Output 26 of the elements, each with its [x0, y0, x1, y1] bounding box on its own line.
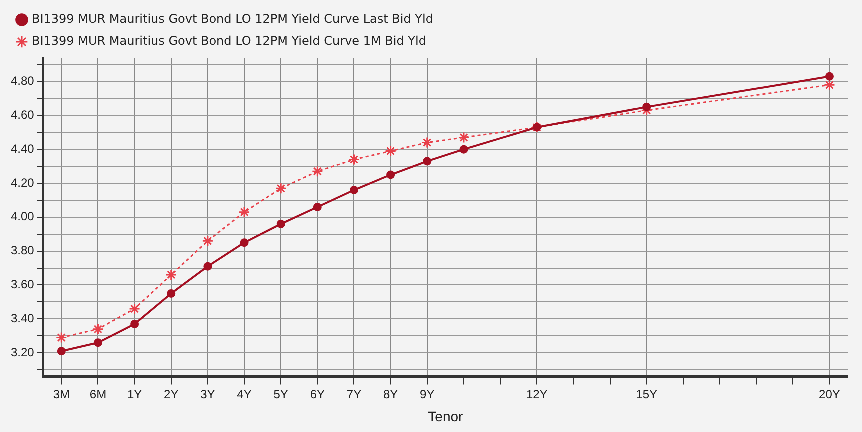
x-tick-label: 2Y: [164, 387, 179, 402]
y-tick-label: 3.60: [10, 278, 35, 292]
y-tick-label: 3.80: [10, 244, 35, 258]
x-axis-title: Tenor: [428, 408, 464, 424]
x-tick-label: 6M: [90, 387, 107, 402]
y-tick-label: 3.40: [10, 311, 35, 326]
x-tick-label: 4Y: [237, 387, 252, 402]
y-tick-label: 3.20: [10, 345, 35, 360]
y-tick-label: 4.00: [10, 210, 35, 224]
x-tick-label: 20Y: [819, 387, 840, 402]
legend-label: BI1399 MUR Mauritius Govt Bond LO 12PM Yield Curve 1M Bid Yld: [32, 34, 426, 48]
x-tick-label: 3Y: [200, 387, 216, 402]
x-tick-label: 9Y: [420, 387, 435, 402]
x-tick-label: 3M: [53, 387, 70, 402]
x-tick-label: 15Y: [636, 387, 658, 402]
y-tick-label: 4.20: [10, 176, 35, 190]
y-tick-label: 4.60: [10, 108, 35, 122]
x-tick-label: 7Y: [346, 387, 362, 402]
x-tick-label: 12Y: [526, 387, 548, 402]
y-tick-label: 4.40: [10, 142, 35, 156]
y-tick-label: 4.80: [10, 74, 35, 88]
x-tick-label: 1Y: [127, 387, 142, 402]
legend-label: BI1399 MUR Mauritius Govt Bond LO 12PM Yield Curve Last Bid Yld: [32, 12, 434, 26]
x-tick-label: 6Y: [310, 387, 326, 402]
x-tick-label: 5Y: [274, 387, 288, 402]
x-tick-label: 8Y: [383, 387, 398, 402]
